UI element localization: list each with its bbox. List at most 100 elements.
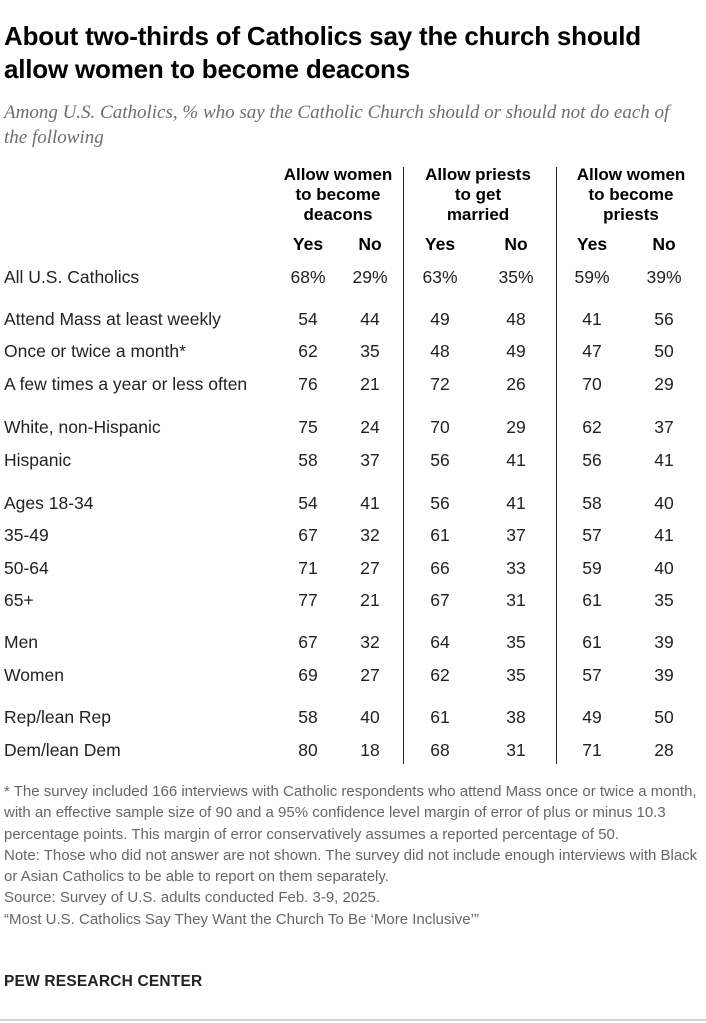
table-cell: 39 [654, 665, 674, 685]
footnote-asterisk: * The survey included 166 interviews wit… [4, 783, 697, 843]
table-cell: 72 [430, 374, 450, 394]
table-cell: 59% [574, 267, 610, 287]
table-row: 50-64 71 27 66 33 59 40 [0, 555, 706, 581]
table-cell: 49 [582, 707, 602, 727]
table-cell: 49 [430, 309, 450, 329]
subcolumn-header-yes: Yes [292, 234, 324, 254]
table-cell: 67 [298, 525, 318, 545]
table-row: 35-49 67 32 61 37 57 41 [0, 522, 706, 548]
table-cell: 39% [646, 267, 682, 287]
column-header-line: to become [588, 185, 674, 204]
table-cell: 29 [506, 417, 526, 437]
table-cell: 67 [298, 632, 318, 652]
table-cell: 67 [430, 590, 450, 610]
table-cell: 29 [654, 374, 674, 394]
table-cell: 37 [654, 417, 674, 437]
table-cell: 35 [506, 632, 526, 652]
table-cell: 54 [298, 309, 318, 329]
column-header-line: Allow women [283, 165, 393, 184]
row-label: Rep/lean Rep [4, 707, 112, 727]
row-label: Once or twice a month* [4, 341, 186, 361]
table-cell: 61 [430, 525, 450, 545]
table-cell: 40 [654, 558, 674, 578]
table-cell: 62 [582, 417, 602, 437]
table-cell: 49 [506, 341, 526, 361]
column-header-line: deacons [303, 205, 373, 224]
table-row: Rep/lean Rep 58 40 61 38 49 50 [0, 704, 706, 730]
table-cell: 66 [430, 558, 450, 578]
table-cell: 68 [430, 740, 450, 760]
table-cell: 31 [506, 740, 526, 760]
subcolumn-header-yes: Yes [424, 234, 456, 254]
column-header-line: to become [295, 185, 381, 204]
table-cell: 21 [360, 590, 380, 610]
footnote-source: Source: Survey of U.S. adults conducted … [4, 889, 381, 907]
footnotes: * The survey included 166 interviews wit… [4, 781, 699, 930]
table-cell: 58 [298, 707, 318, 727]
row-label: Dem/lean Dem [4, 740, 121, 760]
table-cell: 70 [430, 417, 450, 437]
table-row: Dem/lean Dem 80 18 68 31 71 28 [0, 737, 706, 763]
row-label: Attend Mass at least weekly [4, 309, 221, 329]
row-label: Women [4, 665, 64, 685]
table-cell: 68% [290, 267, 326, 287]
row-label: 35-49 [4, 525, 49, 545]
table-cell: 69 [298, 665, 318, 685]
subcolumn-header-no: No [358, 234, 382, 254]
row-label: A few times a year or less often [4, 374, 248, 394]
table-cell: 70 [582, 374, 602, 394]
table-cell: 61 [582, 590, 602, 610]
table-cell: 32 [360, 525, 380, 545]
table-cell: 59 [582, 558, 602, 578]
row-label: 50-64 [4, 558, 49, 578]
table-cell: 18 [360, 740, 380, 760]
table-cell: 50 [654, 341, 674, 361]
table-row: Once or twice a month* 62 35 48 49 47 50 [0, 338, 706, 364]
table-cell: 71 [582, 740, 602, 760]
table-cell: 58 [582, 493, 602, 513]
table-cell: 41 [582, 309, 602, 329]
row-label: 65+ [4, 590, 34, 610]
table-cell: 31 [506, 590, 526, 610]
table-cell: 61 [430, 707, 450, 727]
table-cell: 24 [360, 417, 380, 437]
table-cell: 56 [430, 450, 450, 470]
table-cell: 62 [430, 665, 450, 685]
column-header-2: Allow priests to get married [408, 165, 548, 225]
table-row: 65+ 77 21 67 31 61 35 [0, 587, 706, 613]
table-row: White, non-Hispanic 75 24 70 29 62 37 [0, 414, 706, 440]
table-cell: 35 [360, 341, 380, 361]
table-cell: 56 [654, 309, 674, 329]
table-cell: 71 [298, 558, 318, 578]
table-cell: 38 [506, 707, 526, 727]
brand-logo-text: PEW RESEARCH CENTER [4, 973, 203, 990]
table-cell: 33 [506, 558, 526, 578]
column-divider [556, 167, 557, 764]
table-cell: 77 [298, 590, 318, 610]
footnote-note: Note: Those who did not answer are not s… [4, 846, 698, 886]
table-cell: 37 [360, 450, 380, 470]
column-header-line: priests [603, 205, 659, 224]
table-cell: 40 [360, 707, 380, 727]
table-row: Ages 18-34 54 41 56 41 58 40 [0, 490, 706, 516]
table-row: Hispanic 58 37 56 41 56 41 [0, 447, 706, 473]
table-cell: 41 [654, 450, 674, 470]
table-cell: 37 [506, 525, 526, 545]
table-cell: 54 [298, 493, 318, 513]
table-cell: 39 [654, 632, 674, 652]
table-cell: 27 [360, 665, 380, 685]
table-cell: 32 [360, 632, 380, 652]
subcolumn-header-yes: Yes [576, 234, 608, 254]
table-cell: 57 [582, 665, 602, 685]
table-cell: 80 [298, 740, 318, 760]
table-row: Women 69 27 62 35 57 39 [0, 662, 706, 688]
table-cell: 26 [506, 374, 526, 394]
table-cell: 57 [582, 525, 602, 545]
table-cell: 27 [360, 558, 380, 578]
footnote-report-title: “Most U.S. Catholics Say They Want the C… [4, 910, 479, 928]
row-label: Ages 18-34 [4, 493, 94, 513]
row-label: Hispanic [4, 450, 72, 470]
table-cell: 21 [360, 374, 380, 394]
subcolumn-header-no: No [504, 234, 528, 254]
column-header-line: married [446, 205, 510, 224]
